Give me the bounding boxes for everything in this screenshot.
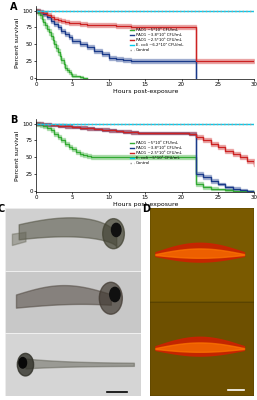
Circle shape [103, 219, 124, 249]
Text: C: C [0, 204, 4, 214]
Y-axis label: Percent survival: Percent survival [15, 17, 20, 68]
Text: B: B [10, 115, 17, 125]
Legend: PAO1 ~5*10⁶ CFU/mL, PAO1 ~3.8*10⁶ CFU/mL, PAO1 ~2.5*10⁶ CFU/mL, E. coli ~5*10⁶ C: PAO1 ~5*10⁶ CFU/mL, PAO1 ~3.8*10⁶ CFU/mL… [130, 142, 181, 165]
Y-axis label: Percent survival: Percent survival [15, 130, 20, 181]
Bar [5, 208, 141, 271]
X-axis label: Hours post-exposure: Hours post-exposure [113, 202, 178, 207]
Bar [150, 302, 254, 396]
Legend: PAO1 ~5*10⁸ CFU/mL, PAO1 ~3.8*10⁸ CFU/mL, PAO1 ~2.5*10⁸ CFU/mL, E. coli ~6.2*10⁴: PAO1 ~5*10⁸ CFU/mL, PAO1 ~3.8*10⁸ CFU/mL… [130, 28, 183, 52]
Circle shape [112, 223, 121, 236]
Bar [5, 271, 141, 333]
Text: A: A [10, 2, 17, 12]
Circle shape [17, 353, 34, 376]
Bar [150, 208, 254, 302]
Circle shape [19, 358, 26, 368]
Circle shape [110, 287, 120, 302]
Bar [5, 333, 141, 396]
Circle shape [99, 282, 122, 314]
Text: D: D [142, 204, 150, 214]
X-axis label: Hours post-exposure: Hours post-exposure [113, 89, 178, 94]
